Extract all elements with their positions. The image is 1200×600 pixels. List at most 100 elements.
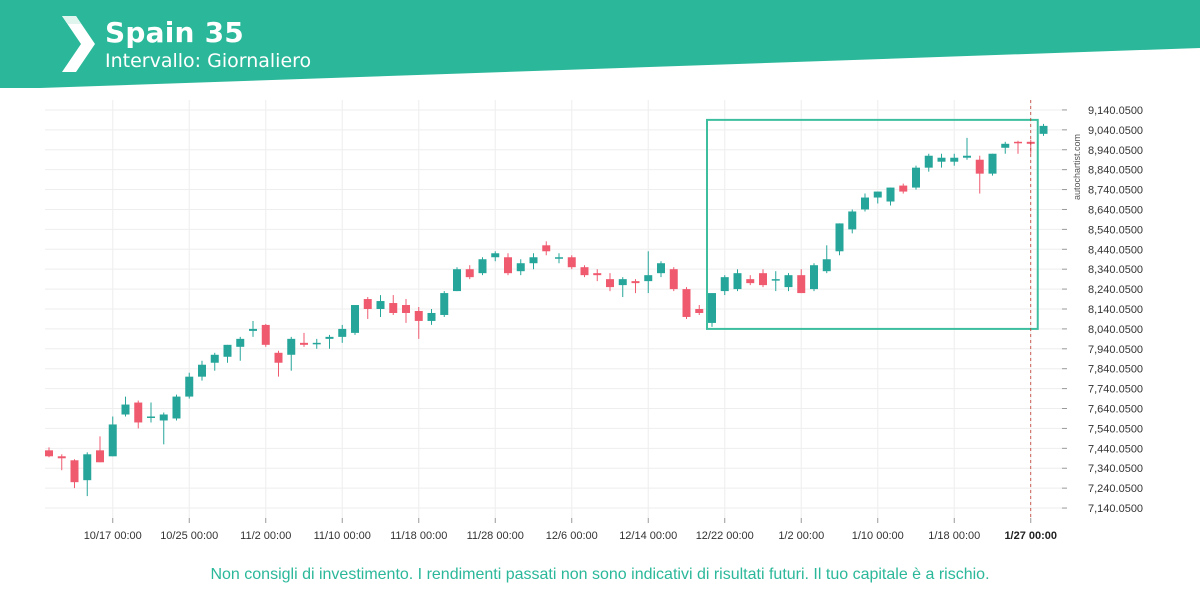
candle-body	[950, 157, 959, 162]
candle-body	[108, 424, 117, 457]
candle	[631, 279, 640, 294]
candle-body	[325, 336, 334, 339]
candle	[325, 334, 334, 349]
candle	[810, 263, 818, 292]
candle	[363, 297, 372, 319]
candle	[236, 336, 245, 361]
x-tick-label: 1/27 00:00	[1004, 530, 1057, 542]
chart-grid	[45, 100, 1062, 518]
candle	[708, 293, 716, 327]
candle-body	[312, 342, 321, 345]
candle-body	[542, 245, 551, 252]
chart-overlay	[706, 100, 1039, 518]
candle	[733, 269, 742, 292]
candle	[70, 459, 79, 489]
candle-body	[45, 450, 53, 457]
candle	[516, 259, 525, 276]
candle-body	[440, 293, 449, 315]
candle	[210, 352, 219, 371]
x-tick-label: 1/2 00:00	[778, 530, 824, 542]
candle-body	[287, 338, 296, 355]
y-tick-label: 8,640.0500	[1088, 204, 1143, 216]
candle	[975, 155, 984, 194]
candle	[899, 183, 908, 194]
candle	[669, 267, 678, 292]
candle-body	[924, 155, 933, 168]
candle	[657, 261, 665, 278]
y-tick-label: 7,540.0500	[1088, 423, 1143, 435]
candle-body	[363, 299, 372, 309]
candle-body	[835, 223, 844, 252]
candle-body	[988, 153, 997, 174]
page-title: Spain 35	[105, 16, 244, 49]
candle	[784, 273, 793, 292]
candle	[950, 153, 959, 166]
candle-body	[389, 303, 398, 313]
x-tick-label: 11/18 00:00	[390, 530, 447, 542]
candle-body	[529, 257, 538, 264]
candle-body	[1001, 143, 1010, 148]
candle	[580, 265, 589, 278]
candle	[300, 332, 308, 347]
candle	[593, 269, 602, 282]
candle-body	[733, 273, 742, 290]
candle-body	[427, 312, 436, 321]
candle-body	[121, 404, 130, 415]
y-tick-label: 7,240.0500	[1088, 483, 1143, 495]
candle-body	[351, 305, 359, 333]
candle-body	[134, 402, 143, 423]
candle-body	[210, 354, 219, 363]
candle	[771, 271, 780, 292]
candle	[249, 320, 257, 337]
candle-body	[504, 257, 512, 274]
y-tick-label: 7,740.0500	[1088, 384, 1143, 396]
candle	[912, 165, 920, 190]
candle-body	[695, 309, 704, 313]
candle	[287, 336, 296, 371]
y-tick-label: 7,640.0500	[1088, 404, 1143, 416]
candle-body	[580, 267, 589, 276]
candle	[121, 396, 130, 417]
candle	[1014, 140, 1022, 154]
candle-body	[618, 279, 627, 286]
logo-icon	[62, 16, 95, 72]
risk-disclaimer: Non consigli di investimento. I rendimen…	[210, 566, 990, 583]
candle	[57, 454, 66, 471]
candle-body	[491, 253, 500, 258]
candle	[83, 452, 92, 497]
candle	[351, 305, 359, 335]
candle-body	[963, 155, 971, 158]
candle	[414, 307, 423, 339]
candle	[835, 223, 844, 256]
candle	[937, 153, 946, 168]
pattern-box	[706, 118, 1039, 330]
candle-body	[465, 269, 474, 278]
candle-body	[593, 273, 602, 276]
candle-body	[822, 259, 831, 272]
candle-body	[147, 416, 155, 418]
y-tick-label: 8,240.0500	[1088, 284, 1143, 296]
candles	[45, 123, 1048, 497]
banner-background	[0, 0, 1200, 88]
candle	[45, 447, 53, 458]
y-tick-label: 8,840.0500	[1088, 165, 1143, 177]
y-tick-label: 8,540.0500	[1088, 224, 1143, 236]
y-tick-label: 8,340.0500	[1088, 264, 1143, 276]
candle	[682, 287, 691, 319]
candle	[108, 416, 117, 457]
candle-body	[797, 275, 806, 294]
candle	[529, 253, 538, 270]
y-tick-label: 7,940.0500	[1088, 344, 1143, 356]
x-tick-label: 1/18 00:00	[928, 530, 980, 542]
candle	[504, 253, 512, 276]
candle-body	[746, 279, 755, 284]
candle-body	[1014, 141, 1022, 144]
candle	[924, 153, 933, 172]
candle-body	[223, 344, 232, 357]
candle	[644, 251, 653, 294]
candle-body	[975, 159, 984, 174]
candle-body	[198, 364, 206, 377]
candle-body	[708, 293, 716, 323]
candle-body	[759, 273, 767, 286]
